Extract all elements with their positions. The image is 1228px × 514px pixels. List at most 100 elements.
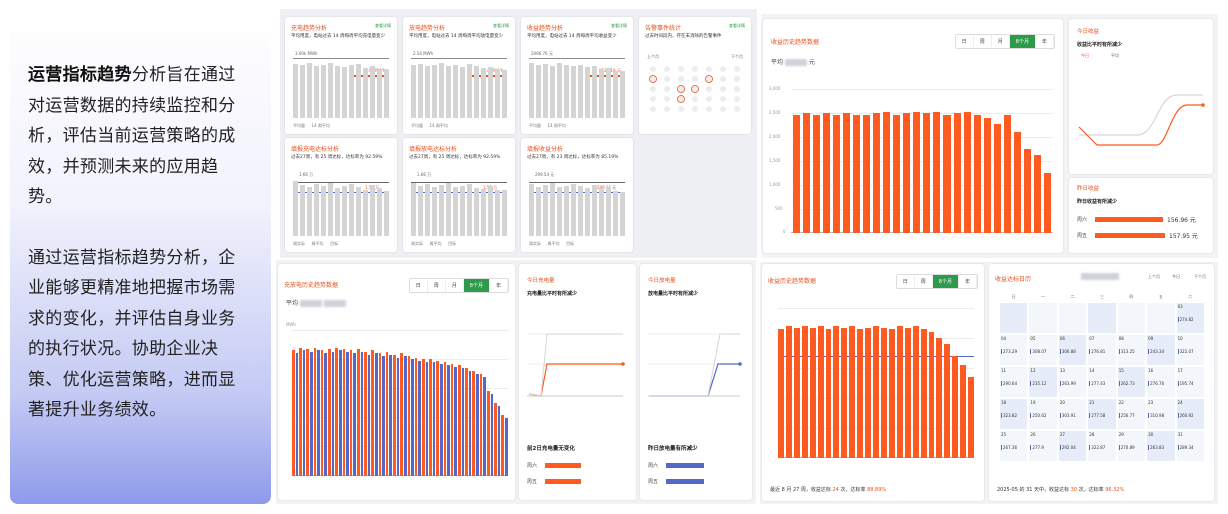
calendar-day-cell[interactable]: 12 235.12 bbox=[1028, 366, 1058, 398]
compare-row: 周六 156.96 元 bbox=[1077, 217, 1196, 224]
card-subtitle: 平均用度，电站过去 14 周每周平均放电量变少 bbox=[409, 34, 504, 39]
day-revenue: 276.81 bbox=[1089, 349, 1114, 354]
day-revenue: 310.98 bbox=[1148, 413, 1173, 418]
day-number: 12 bbox=[1030, 368, 1036, 373]
prev-month-button[interactable]: 上个月 bbox=[647, 54, 659, 59]
today-charge-subtitle: 充电量比平时有所减少 bbox=[527, 291, 578, 297]
calendar-day-cell[interactable]: 18 323.82 bbox=[999, 398, 1029, 430]
tab-day[interactable]: 日 bbox=[409, 279, 428, 292]
day-number: 05 bbox=[1030, 336, 1036, 341]
calendar-day-cell[interactable] bbox=[1116, 302, 1147, 334]
day-revenue: 322.07 bbox=[1177, 349, 1203, 354]
calendar-day-cell[interactable]: 28 322.87 bbox=[1087, 430, 1117, 462]
view-details-link[interactable]: 查看详情 bbox=[729, 23, 745, 28]
card-title: 告警事件统计 bbox=[645, 25, 682, 32]
chart-legend: 平均量 14 周平均 bbox=[411, 123, 448, 128]
calendar-day-cell[interactable] bbox=[1057, 302, 1088, 334]
tab-year[interactable]: 年 bbox=[958, 275, 977, 288]
calendar-day-cell[interactable] bbox=[1146, 302, 1176, 334]
calendar-day-cell[interactable]: 25 267.36 bbox=[999, 430, 1029, 462]
calendar-day-cell[interactable]: 31 289.34 bbox=[1175, 430, 1205, 462]
intro-paragraph-1: 运营指标趋势分析旨在通过对运营数据的持续监控和分析，评估当前运营策略的成效，并预… bbox=[28, 60, 251, 213]
calendar-day-cell[interactable]: 04 273.29 bbox=[999, 334, 1029, 366]
day-revenue: 277.43 bbox=[1089, 381, 1114, 386]
calendar-day-cell[interactable]: 27 292.04 bbox=[1057, 430, 1088, 462]
day-number: 09 bbox=[1148, 336, 1154, 341]
calendar-day-cell[interactable]: 10 322.07 bbox=[1175, 334, 1205, 366]
day-revenue: 313.25 bbox=[1118, 349, 1144, 354]
day-revenue: 235.12 bbox=[1030, 381, 1055, 386]
compare-row: 周五 bbox=[527, 478, 630, 486]
day-number: 30 bbox=[1148, 432, 1154, 437]
calendar-day-cell[interactable] bbox=[1028, 302, 1058, 334]
tab-8-months[interactable]: 8个月 bbox=[932, 275, 959, 288]
chart-legend: 周实际 周平均 目标 bbox=[529, 241, 575, 246]
trend-analysis-panel: 充电趋势分析 查看详情 平均用度，电站过去 14 周每周平均充电量变少 3.00… bbox=[280, 9, 757, 258]
day-number: 04 bbox=[1001, 336, 1007, 341]
calendar-day-cell[interactable]: 05 308.07 bbox=[1028, 334, 1058, 366]
target-value: 299.54 元 bbox=[535, 172, 555, 177]
calendar-day-cell[interactable]: 03 274.82 bbox=[1175, 302, 1205, 334]
calendar-day-cell[interactable]: 16 276.76 bbox=[1146, 366, 1176, 398]
chart-legend: 平均量 14 周平均 bbox=[293, 123, 330, 128]
calendar-day-cell[interactable]: 24 260.92 bbox=[1175, 398, 1205, 430]
calendar-day-cell[interactable]: 22 256.77 bbox=[1116, 398, 1147, 430]
tab-day[interactable]: 日 bbox=[955, 35, 974, 48]
view-details-link[interactable]: 查看详情 bbox=[493, 23, 509, 28]
today-discharge-subtitle: 放电量比平时有所减少 bbox=[648, 291, 699, 297]
calendar-day-cell[interactable] bbox=[1087, 302, 1117, 334]
calendar-day-cell[interactable]: 23 310.98 bbox=[1146, 398, 1176, 430]
tab-day[interactable]: 日 bbox=[896, 275, 915, 288]
calendar-day-cell[interactable]: 17 195.74 bbox=[1175, 366, 1205, 398]
target-value: 1.66 万 bbox=[299, 172, 314, 177]
calendar-day-cell[interactable]: 14 277.43 bbox=[1087, 366, 1117, 398]
day-revenue: 256.77 bbox=[1118, 413, 1144, 418]
today-button[interactable]: 今日 bbox=[1172, 274, 1180, 279]
revenue-history-card: 收益历史趋势数据 日 周 月 8个月 年 平均 元 3,000 2,500 2,… bbox=[763, 19, 1063, 253]
day-revenue: 274.82 bbox=[1177, 317, 1203, 322]
tab-8-months[interactable]: 8个月 bbox=[1009, 35, 1036, 48]
bar-series bbox=[293, 178, 389, 236]
day-number: 15 bbox=[1118, 368, 1124, 373]
target-line bbox=[293, 182, 389, 183]
period-tabs[interactable]: 日 周 8个月 年 bbox=[895, 274, 978, 289]
calendar-day-cell[interactable]: 19 250.62 bbox=[1028, 398, 1058, 430]
view-details-link[interactable]: 查看详情 bbox=[375, 23, 391, 28]
calendar-day-cell[interactable]: 06 306.88 bbox=[1057, 334, 1088, 366]
calendar-day-cell[interactable]: 13 263.99 bbox=[1057, 366, 1088, 398]
tab-month[interactable]: 月 bbox=[991, 35, 1010, 48]
period-tabs[interactable]: 日 周 月 8个月 年 bbox=[408, 278, 509, 293]
recent-value: 2.47 MWh bbox=[483, 68, 504, 73]
calendar-day-cell[interactable]: 20 303.91 bbox=[1057, 398, 1088, 430]
calendar-day-cell[interactable]: 08 313.25 bbox=[1116, 334, 1147, 366]
tab-year[interactable]: 年 bbox=[489, 279, 508, 292]
tab-week[interactable]: 周 bbox=[973, 35, 992, 48]
calendar-day-cell[interactable]: 11 290.64 bbox=[999, 366, 1029, 398]
calendar-day-cell[interactable] bbox=[999, 302, 1029, 334]
tab-week[interactable]: 周 bbox=[914, 275, 933, 288]
calendar-day-cell[interactable]: 09 243.34 bbox=[1146, 334, 1176, 366]
day-number: 21 bbox=[1089, 400, 1095, 405]
period-tabs[interactable]: 日 周 月 8个月 年 bbox=[954, 34, 1055, 49]
calendar-day-cell[interactable]: 26 277.9 bbox=[1028, 430, 1058, 462]
calendar-day-cell[interactable]: 07 276.81 bbox=[1087, 334, 1117, 366]
day-number: 16 bbox=[1148, 368, 1154, 373]
tab-year[interactable]: 年 bbox=[1035, 35, 1054, 48]
prev-month-button[interactable]: 上个月 bbox=[1148, 274, 1160, 279]
revenue-target-card: 填报收益分析 过去27周，有 23 周达标，达标率为 85.19% 299.54… bbox=[521, 138, 633, 252]
next-month-button[interactable]: 下个月 bbox=[1194, 274, 1206, 279]
card-title: 填报放电达标分析 bbox=[409, 146, 458, 153]
discharge-compare-title: 昨日放电量有所减少 bbox=[648, 446, 698, 452]
avg-value: 2096.76 元 bbox=[531, 51, 553, 56]
calendar-day-cell[interactable]: 29 270.89 bbox=[1116, 430, 1147, 462]
day-number: 07 bbox=[1089, 336, 1095, 341]
view-details-link[interactable]: 查看详情 bbox=[611, 23, 627, 28]
avg-line bbox=[529, 58, 625, 59]
calendar-day-cell[interactable]: 21 277.58 bbox=[1087, 398, 1117, 430]
calendar-day-cell[interactable]: 30 263.83 bbox=[1146, 430, 1176, 462]
tab-8-months[interactable]: 8个月 bbox=[463, 279, 490, 292]
next-month-button[interactable]: 下个月 bbox=[731, 54, 743, 59]
tab-week[interactable]: 周 bbox=[427, 279, 446, 292]
tab-month[interactable]: 月 bbox=[445, 279, 464, 292]
calendar-day-cell[interactable]: 15 262.73 bbox=[1116, 366, 1147, 398]
